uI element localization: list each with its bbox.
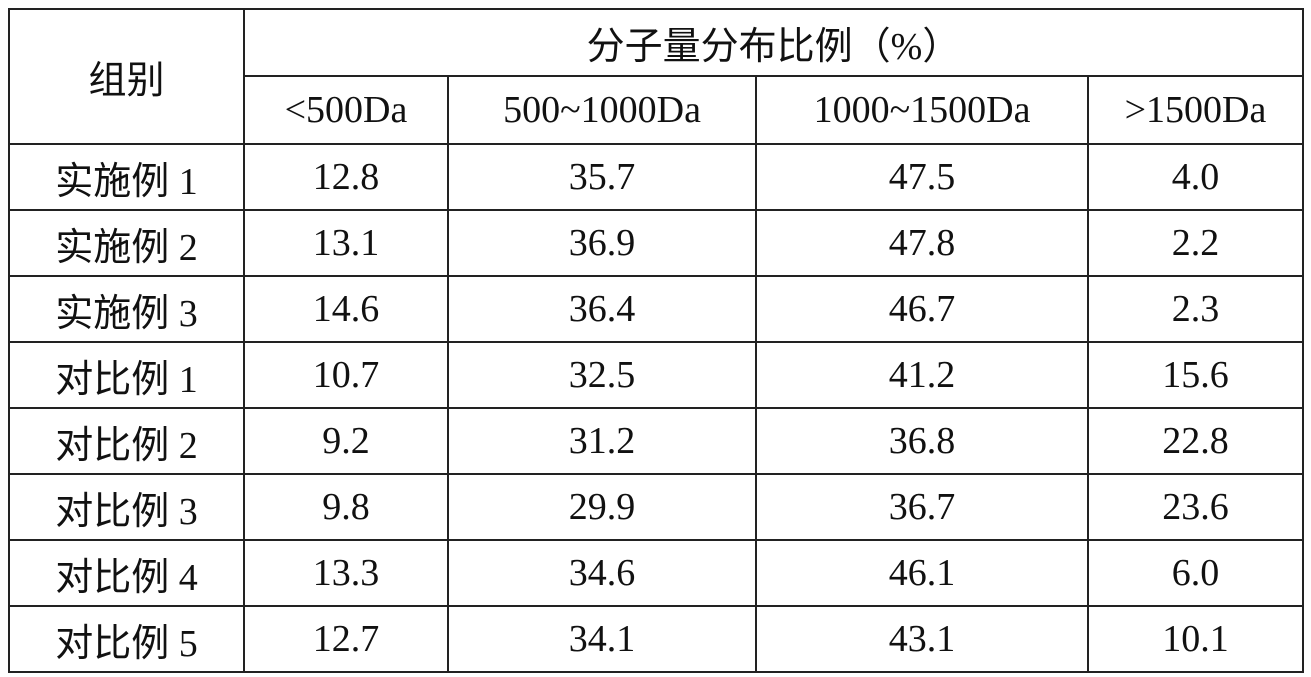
data-row: 实施例 1 12.8 35.7 47.5 4.0: [8, 143, 1304, 211]
data-cell: 22.8: [1087, 407, 1304, 475]
data-cell: 10.7: [243, 341, 449, 409]
data-cell: 2.2: [1087, 209, 1304, 277]
column-header: >1500Da: [1087, 75, 1304, 145]
data-cell: 35.7: [447, 143, 757, 211]
column-header: 500~1000Da: [447, 75, 757, 145]
data-row: 实施例 2 13.1 36.9 47.8 2.2: [8, 209, 1304, 277]
data-cell: 9.8: [243, 473, 449, 541]
data-cell: 36.4: [447, 275, 757, 343]
data-cell: 14.6: [243, 275, 449, 343]
data-row: 对比例 5 12.7 34.1 43.1 10.1: [8, 605, 1304, 673]
row-label: 对比例 2: [8, 407, 245, 475]
data-row: 对比例 1 10.7 32.5 41.2 15.6: [8, 341, 1304, 409]
data-row: 实施例 3 14.6 36.4 46.7 2.3: [8, 275, 1304, 343]
column-header: <500Da: [243, 75, 449, 145]
row-label: 对比例 4: [8, 539, 245, 607]
data-cell: 46.1: [755, 539, 1089, 607]
data-cell: 6.0: [1087, 539, 1304, 607]
table-title: 分子量分布比例（%）: [243, 8, 1304, 77]
data-cell: 10.1: [1087, 605, 1304, 673]
data-cell: 32.5: [447, 341, 757, 409]
data-row: 对比例 3 9.8 29.9 36.7 23.6: [8, 473, 1304, 541]
data-cell: 36.7: [755, 473, 1089, 541]
data-cell: 43.1: [755, 605, 1089, 673]
row-label: 实施例 1: [8, 143, 245, 211]
data-cell: 36.9: [447, 209, 757, 277]
data-cell: 29.9: [447, 473, 757, 541]
column-header: 1000~1500Da: [755, 75, 1089, 145]
data-cell: 2.3: [1087, 275, 1304, 343]
data-cell: 36.8: [755, 407, 1089, 475]
data-cell: 23.6: [1087, 473, 1304, 541]
data-cell: 12.7: [243, 605, 449, 673]
header-row: 组别 分子量分布比例（%）: [8, 8, 1304, 145]
data-row: 对比例 4 13.3 34.6 46.1 6.0: [8, 539, 1304, 607]
column-header-row: <500Da 500~1000Da 1000~1500Da >1500Da: [9, 75, 1304, 145]
data-cell: 13.1: [243, 209, 449, 277]
data-cell: 4.0: [1087, 143, 1304, 211]
row-label: 对比例 1: [8, 341, 245, 409]
data-cell: 13.3: [243, 539, 449, 607]
row-label: 对比例 5: [8, 605, 245, 673]
data-cell: 15.6: [1087, 341, 1304, 409]
data-table: 组别 分子量分布比例（%） <500Da 500~1000Da 1000~1500D…: [8, 8, 1304, 673]
row-label: 实施例 3: [8, 275, 245, 343]
data-cell: 47.5: [755, 143, 1089, 211]
data-row: 对比例 2 9.2 31.2 36.8 22.8: [8, 407, 1304, 475]
data-cell: 9.2: [243, 407, 449, 475]
row-label: 对比例 3: [8, 473, 245, 541]
data-cell: 41.2: [755, 341, 1089, 409]
table-container: 组别 分子量分布比例（%） <500Da 500~1000Da 1000~1500D…: [8, 8, 1304, 673]
row-label: 实施例 2: [8, 209, 245, 277]
data-cell: 31.2: [447, 407, 757, 475]
data-cell: 47.8: [755, 209, 1089, 277]
data-cell: 34.6: [447, 539, 757, 607]
group-header: 组别: [8, 8, 245, 145]
data-cell: 46.7: [755, 275, 1089, 343]
data-cell: 12.8: [243, 143, 449, 211]
data-cell: 34.1: [447, 605, 757, 673]
